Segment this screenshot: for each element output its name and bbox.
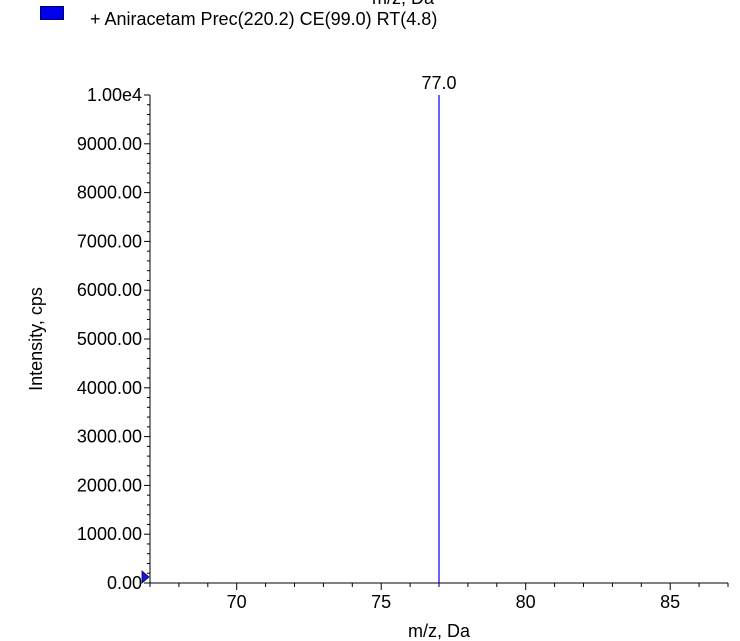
x-axis-title: m/z, Da [408, 621, 471, 641]
y-tick-label: 1000.00 [77, 524, 142, 544]
y-tick-label: 3000.00 [77, 427, 142, 447]
y-tick-label: 1.00e4 [87, 85, 142, 105]
axis-range-marker[interactable] [141, 570, 150, 584]
y-tick-label: 4000.00 [77, 378, 142, 398]
y-tick-label: 5000.00 [77, 329, 142, 349]
top-cut-axis-label: m/z, Da [372, 0, 434, 9]
y-tick-label: 6000.00 [77, 280, 142, 300]
peak-label: 77.0 [421, 73, 456, 93]
y-tick-label: 7000.00 [77, 231, 142, 251]
legend-label: + Aniracetam Prec(220.2) CE(99.0) RT(4.8… [90, 9, 438, 29]
y-tick-label: 9000.00 [77, 134, 142, 154]
x-tick-label: 80 [516, 592, 536, 612]
legend-swatch [40, 6, 64, 20]
x-tick-label: 70 [227, 592, 247, 612]
y-tick-label: 0.00 [107, 573, 142, 593]
y-tick-label: 8000.00 [77, 183, 142, 203]
x-tick-label: 85 [660, 592, 680, 612]
x-tick-label: 75 [371, 592, 391, 612]
y-tick-label: 2000.00 [77, 475, 142, 495]
y-axis-title: Intensity, cps [26, 287, 46, 391]
